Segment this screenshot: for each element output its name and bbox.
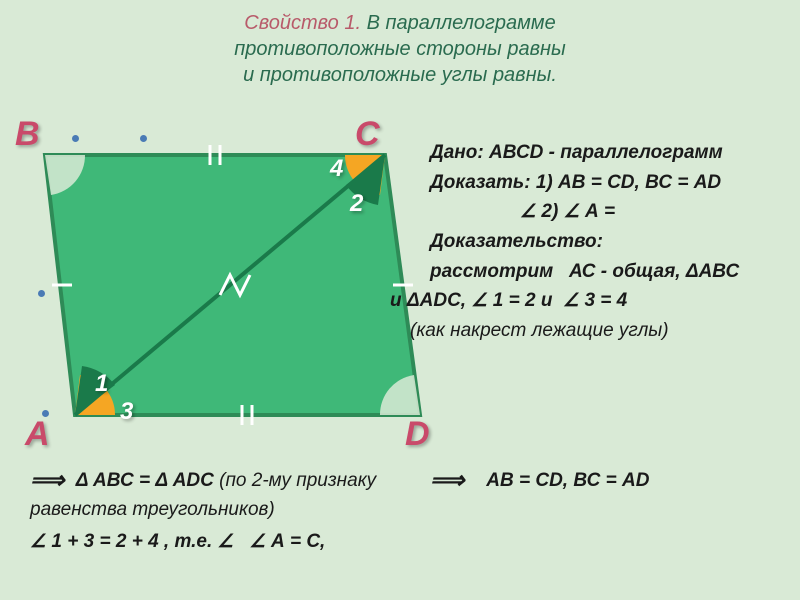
ang-3-4: 3 = 4 — [584, 290, 627, 311]
angle-icon: ∠ — [30, 531, 46, 551]
dot-2 — [140, 135, 147, 142]
header-line1: В параллелограмме — [367, 12, 556, 34]
dokazat-2a: 2) — [541, 201, 558, 222]
nakrest: (как накрест лежащие углы) — [410, 320, 669, 341]
ang-1-2: 1 = 2 и — [493, 290, 553, 311]
angle-icon: ∠ — [218, 531, 234, 551]
slide: Свойство 1. В параллелограмме противопол… — [0, 0, 800, 600]
angle-icon: ∠ — [563, 290, 579, 310]
dokazat-1: 1) АВ = СD, ВС = AD — [536, 172, 721, 193]
bottom-proof: ⟹ Δ АВС = Δ АDC (по 2-му признаку равенс… — [30, 465, 770, 555]
dokazatelstvo-label: Доказательство: — [430, 231, 603, 252]
dano-text: АВСD - параллелограмм — [489, 142, 723, 163]
angle-icon: ∠ — [564, 201, 580, 221]
ac-obshaya: АС - общая, — [569, 261, 681, 282]
proof-panel: Дано: АВСD - параллелограмм Доказать: 1)… — [430, 140, 800, 347]
angle-2: 2 — [350, 190, 363, 218]
implies-icon: ⟹ — [430, 465, 464, 497]
tri-abc: ΔАВС — [686, 261, 739, 282]
abc-eq-adc: Δ АВС = Δ АDC — [76, 470, 214, 491]
parallelogram-diagram: А В С D 1 3 4 2 — [10, 115, 440, 445]
dot-4 — [38, 290, 45, 297]
angle-1: 1 — [95, 370, 108, 398]
slide-header: Свойство 1. В параллелограмме противопол… — [0, 0, 800, 93]
diagram-svg — [10, 115, 440, 455]
dot-1 — [72, 135, 79, 142]
i-adc: и ΔАDС, — [390, 290, 466, 311]
angle-icon: ∠ — [471, 290, 487, 310]
dokazat-label: Доказать: — [430, 172, 531, 193]
a-eq-c: А = С, — [271, 531, 325, 552]
vertex-a: А — [25, 415, 50, 454]
angle-4: 4 — [330, 155, 343, 183]
vertex-d: D — [405, 415, 430, 454]
dot-3 — [42, 410, 49, 417]
rassmotrim: рассмотрим — [430, 261, 553, 282]
header-line2: противоположные стороны равны — [234, 38, 565, 60]
angle-icon: ∠ — [250, 531, 266, 551]
vertex-b: В — [15, 115, 40, 154]
ang-sum: 1 + 3 = 2 + 4 , т.е. — [51, 531, 212, 552]
header-line3: и противоположные углы равны. — [243, 64, 557, 86]
vertex-c: С — [355, 115, 380, 154]
implies-icon: ⟹ — [30, 465, 64, 497]
property-label: Свойство 1. — [244, 12, 361, 34]
angle-icon: ∠ — [520, 201, 536, 221]
ab-cd: АВ = СD, ВС = АD — [486, 470, 649, 491]
dokazat-2b: А = — [585, 201, 615, 222]
dano-label: Дано: — [430, 142, 484, 163]
angle-3: 3 — [120, 398, 133, 426]
